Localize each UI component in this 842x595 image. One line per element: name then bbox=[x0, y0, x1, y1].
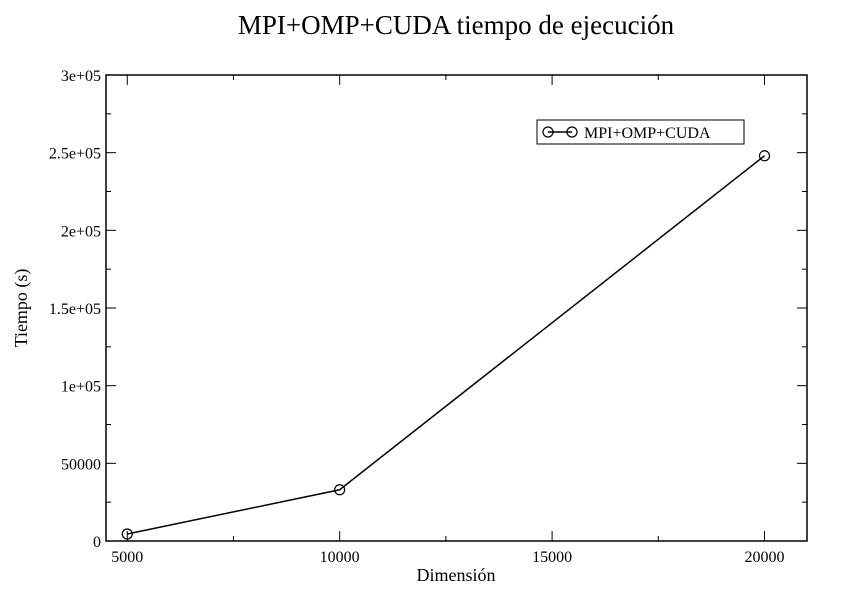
legend-label: MPI+OMP+CUDA bbox=[584, 125, 711, 142]
legend: MPI+OMP+CUDA bbox=[536, 119, 745, 145]
axis-ticks: 5000 10000 15000 20000 0 50000 1e+05 1.5e+05 2e+… bbox=[49, 68, 807, 566]
x-tick-label: 15000 bbox=[532, 549, 572, 566]
y-tick-label: 2e+05 bbox=[61, 223, 101, 240]
y-tick-label: 1e+05 bbox=[61, 379, 101, 396]
series-line bbox=[127, 155, 765, 535]
y-tick-label: 0 bbox=[93, 534, 101, 551]
y-tick-label: 3e+05 bbox=[61, 68, 101, 85]
y-tick-label: 50000 bbox=[61, 456, 101, 473]
y-axis-label: Tiempo (s) bbox=[11, 269, 32, 348]
chart-title: MPI+OMP+CUDA tiempo de ejecución bbox=[238, 10, 675, 40]
y-tick-label: 1.5e+05 bbox=[49, 301, 101, 318]
x-tick-label: 5000 bbox=[111, 549, 143, 566]
series-layer bbox=[121, 150, 771, 540]
y-tick-label: 2.5e+05 bbox=[49, 146, 101, 163]
x-tick-label: 10000 bbox=[320, 549, 360, 566]
data-point bbox=[758, 150, 771, 162]
plot-frame bbox=[105, 74, 808, 542]
data-point bbox=[334, 484, 346, 496]
legend-marker-right bbox=[566, 126, 578, 138]
x-axis-label: Dimensión bbox=[417, 565, 496, 585]
x-tick-label: 20000 bbox=[745, 549, 785, 566]
data-point bbox=[121, 528, 133, 540]
legend-marker-left bbox=[542, 126, 554, 138]
